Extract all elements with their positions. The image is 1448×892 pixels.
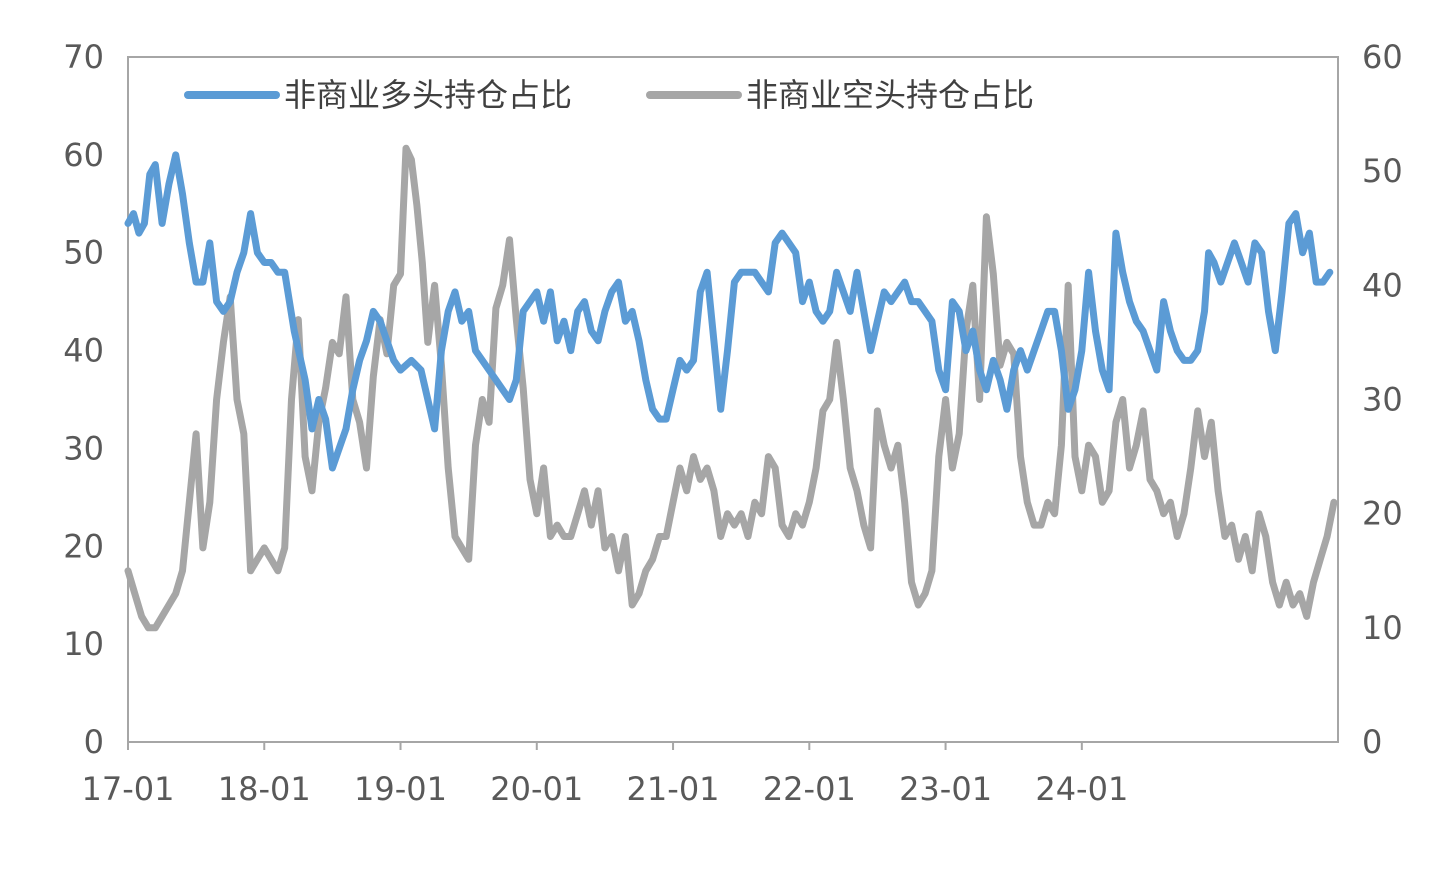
x-tick-label: 21-01 [627,770,720,808]
legend-label: 非商业空头持仓占比 [746,76,1034,114]
y-left-tick-label: 60 [63,136,104,174]
x-tick-label: 19-01 [354,770,447,808]
y-axis-left: 0 10 20 30 40 50 60 70 [63,38,104,761]
y-right-tick-label: 20 [1362,495,1403,533]
x-tick-label: 18-01 [218,770,311,808]
y-left-tick-label: 30 [63,429,104,467]
y-right-tick-label: 60 [1362,38,1403,76]
y-left-tick-label: 40 [63,332,104,370]
series-layer [124,144,1338,632]
y-right-tick-label: 0 [1362,723,1382,761]
y-left-tick-label: 50 [63,234,104,272]
x-tick-label: 20-01 [490,770,583,808]
series-line-0 [124,151,1334,472]
series-line-1 [124,144,1338,632]
y-right-tick-label: 10 [1362,609,1403,647]
legend: 非商业多头持仓占比 非商业空头持仓占比 [184,76,1034,114]
y-right-tick-label: 30 [1362,381,1403,419]
y-right-tick-label: 40 [1362,266,1403,304]
x-tick-label: 24-01 [1035,770,1128,808]
x-tick-label: 22-01 [763,770,856,808]
y-left-tick-label: 20 [63,527,104,565]
y-axis-right: 0 10 20 30 40 50 60 [1362,38,1403,761]
y-right-tick-label: 50 [1362,152,1403,190]
x-tick-label: 23-01 [899,770,992,808]
x-tick-label: 17-01 [82,770,175,808]
plot-area-frame [127,56,1339,743]
legend-label: 非商业多头持仓占比 [284,76,572,114]
x-axis: 17-01 18-01 19-01 20-01 21-01 22-01 23-01 24-01 [82,742,1128,808]
y-left-tick-label: 0 [84,723,104,761]
y-left-tick-label: 70 [63,38,104,76]
y-left-tick-label: 10 [63,625,104,663]
